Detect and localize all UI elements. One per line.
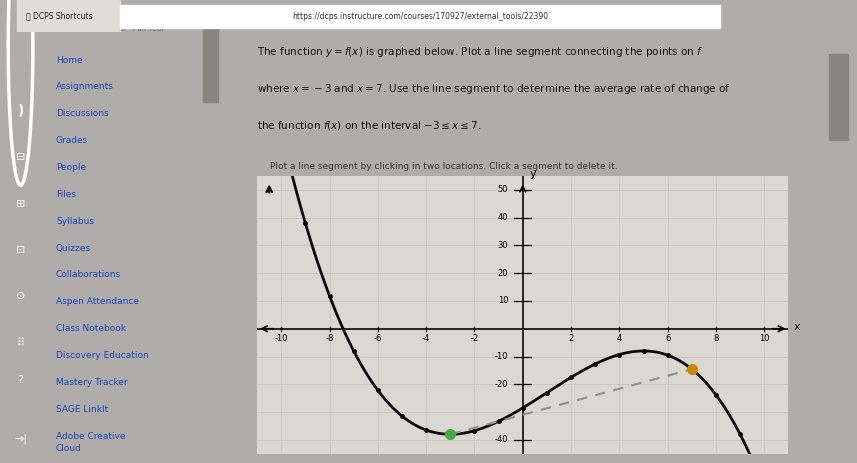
Text: →|: →| [14,434,27,444]
Text: -40: -40 [494,435,508,444]
Text: Syllabus: Syllabus [56,217,94,225]
Text: -2: -2 [470,334,478,343]
Text: ?: ? [18,375,23,385]
Text: Assignments: Assignments [56,82,114,91]
Text: ⊡: ⊡ [16,245,25,255]
Text: 30: 30 [498,241,508,250]
Text: ): ) [17,104,24,118]
Text: Aspen Attendance: Aspen Attendance [56,297,139,306]
Text: Adobe Creative: Adobe Creative [56,432,125,440]
Text: the function $f(x)$ on the interval $-3 \leq x \leq 7$.: the function $f(x)$ on the interval $-3 … [257,119,482,131]
Text: -10: -10 [494,352,508,361]
Text: SAGE LinkIt: SAGE LinkIt [56,405,108,413]
Text: 50: 50 [498,185,508,194]
Text: 10: 10 [759,334,770,343]
Text: 6: 6 [665,334,670,343]
Text: -20: -20 [494,380,508,389]
Text: 2024/2025 - Full Year: 2024/2025 - Full Year [83,23,165,32]
Bar [829,54,848,442]
Text: ⠿: ⠿ [16,338,25,348]
Text: Collaborations: Collaborations [56,270,121,279]
Text: Files: Files [56,190,76,199]
Text: Discovery Education: Discovery Education [56,351,148,360]
Text: 8: 8 [713,334,719,343]
Text: Plot a line segment by clicking in two locations. Click a segment to delete it.: Plot a line segment by clicking in two l… [270,163,617,171]
Text: 🟧 DCPS Shortcuts: 🟧 DCPS Shortcuts [26,12,93,21]
Bar [203,23,218,417]
Text: The function $y = f(x)$ is graphed below. Plot a line segment connecting the poi: The function $y = f(x)$ is graphed below… [257,45,704,59]
Text: 20: 20 [498,269,508,278]
Text: x: x [794,322,800,332]
Text: Home: Home [56,56,82,64]
Text: People: People [56,163,86,172]
Text: 2: 2 [568,334,573,343]
Text: Grades: Grades [56,136,88,145]
Text: Mastery Tracker: Mastery Tracker [56,378,128,387]
Text: where $x = -3$ and $x = 7$. Use the line segment to determine the average rate o: where $x = -3$ and $x = 7$. Use the line… [257,82,731,96]
Text: ⊞: ⊞ [16,199,25,209]
Bar [120,5,720,27]
Text: Quizzes: Quizzes [56,244,91,252]
Text: Class Notebook: Class Notebook [56,324,126,333]
Text: -8: -8 [326,334,333,343]
Text: Discussions: Discussions [56,109,109,118]
Bar [829,54,848,140]
Text: https://dcps.instructure.com/courses/170927/external_tools/22390: https://dcps.instructure.com/courses/170… [292,12,548,21]
Text: 4: 4 [617,334,622,343]
Text: 40: 40 [498,213,508,222]
Bar [17,0,120,32]
Text: y: y [530,169,536,179]
Text: -6: -6 [374,334,382,343]
Text: ⊟: ⊟ [16,152,25,163]
Text: 10: 10 [498,296,508,306]
Bar [203,23,218,102]
Text: ⊙: ⊙ [16,291,25,301]
Text: -10: -10 [274,334,288,343]
Text: -4: -4 [422,334,430,343]
Text: Cloud: Cloud [56,444,81,453]
